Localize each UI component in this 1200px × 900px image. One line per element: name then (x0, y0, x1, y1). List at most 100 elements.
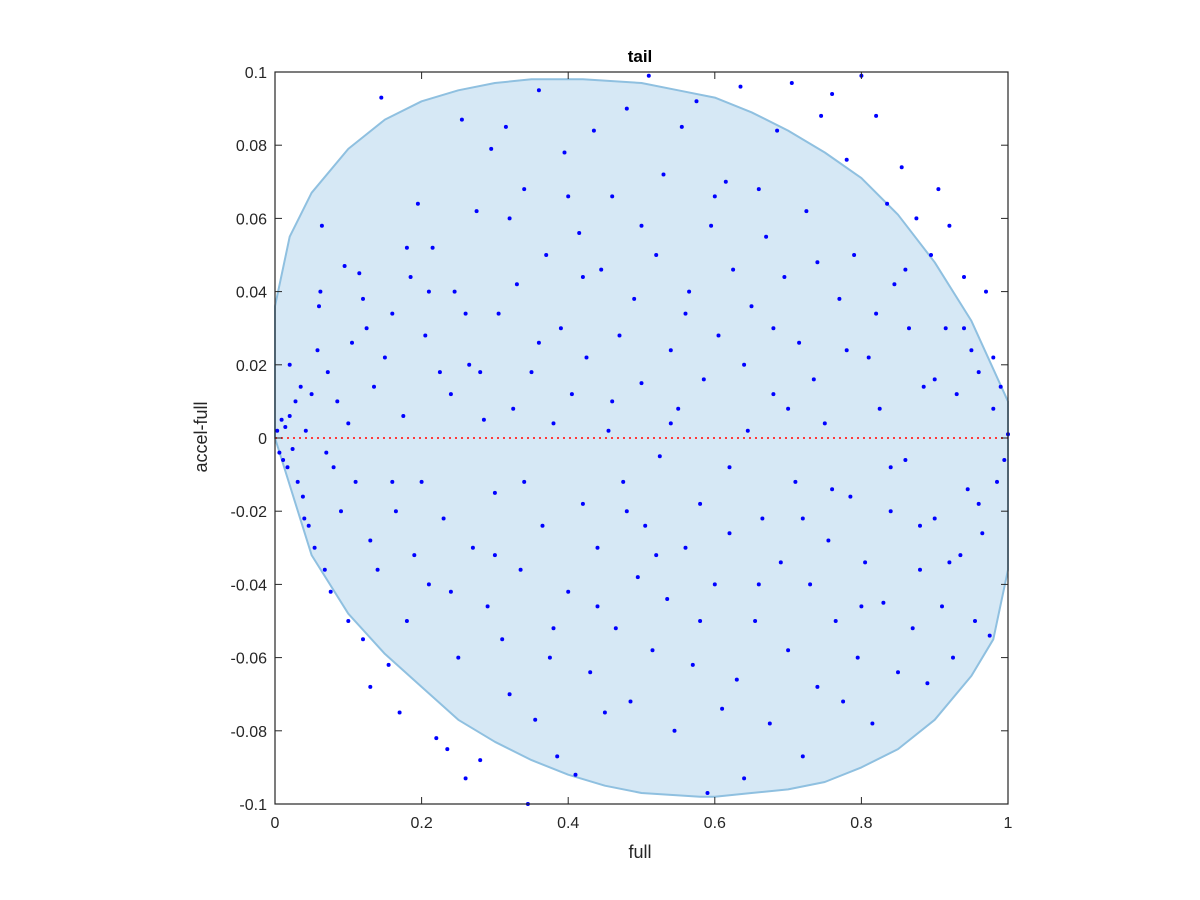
data-point (595, 604, 600, 609)
data-point (830, 487, 835, 492)
data-point (804, 209, 809, 214)
x-tick-label: 0.6 (704, 815, 726, 832)
data-point (315, 348, 320, 353)
data-point (793, 479, 798, 484)
data-point (969, 348, 974, 353)
data-point (511, 406, 516, 411)
data-point (580, 501, 585, 506)
data-point (808, 582, 813, 587)
y-tick-label: -0.1 (239, 797, 267, 814)
data-point (621, 479, 626, 484)
data-point (690, 662, 695, 667)
data-point (503, 124, 508, 129)
data-point (279, 417, 284, 422)
data-point (910, 626, 915, 631)
data-point (393, 509, 398, 514)
data-point (694, 99, 699, 104)
data-point (507, 692, 512, 697)
data-point (778, 560, 783, 565)
data-point (976, 370, 981, 375)
data-point (753, 619, 758, 623)
data-point (639, 381, 644, 386)
data-point (775, 128, 780, 133)
data-point (364, 326, 369, 331)
data-point (324, 450, 329, 455)
data-point (599, 267, 604, 272)
data-point (947, 223, 952, 228)
data-point (954, 392, 959, 397)
data-point (815, 684, 820, 689)
data-point (767, 721, 772, 726)
x-axis: 0 0.2 0.4 0.6 0.8 1 (271, 72, 1013, 832)
x-tick-label: 0.8 (850, 815, 872, 832)
data-point (448, 392, 453, 397)
data-point (606, 428, 611, 433)
data-point (665, 597, 670, 601)
data-point (650, 648, 655, 653)
data-point (654, 253, 659, 257)
data-point (976, 501, 981, 506)
data-point (624, 106, 629, 111)
data-point (918, 567, 922, 572)
data-point (727, 531, 732, 536)
data-point (848, 494, 853, 499)
data-point (331, 465, 336, 470)
data-point (317, 304, 321, 309)
data-point (529, 370, 534, 375)
data-point (797, 340, 802, 345)
data-point (379, 95, 384, 100)
data-point (580, 275, 585, 279)
data-point (573, 772, 578, 777)
data-point (914, 216, 919, 221)
data-point (756, 582, 761, 587)
data-point (426, 582, 431, 587)
data-point (837, 296, 842, 301)
data-point (492, 553, 497, 558)
data-point (1002, 458, 1007, 462)
data-point (855, 655, 860, 660)
data-point (921, 384, 926, 389)
data-point (830, 92, 835, 96)
data-point (885, 201, 890, 206)
y-tick-label: -0.04 (231, 577, 268, 594)
data-point (965, 487, 970, 492)
data-point (283, 425, 288, 429)
plot-area (274, 73, 1010, 806)
data-point (335, 399, 340, 404)
chart-title: tail (628, 47, 653, 66)
data-point (419, 479, 424, 484)
data-point (342, 264, 347, 268)
data-point (295, 479, 300, 484)
data-point (712, 582, 717, 587)
data-point (998, 384, 1003, 389)
data-point (819, 113, 824, 118)
data-point (932, 377, 937, 382)
data-point (306, 523, 311, 528)
data-point (610, 399, 615, 404)
data-point (866, 355, 871, 360)
data-point (470, 545, 475, 550)
data-point (918, 523, 922, 528)
data-point (903, 458, 908, 462)
data-point (639, 223, 644, 228)
data-point (610, 194, 615, 199)
data-point (293, 399, 298, 404)
data-point (322, 567, 327, 572)
x-tick-label: 1 (1004, 815, 1013, 832)
data-point (874, 113, 879, 118)
data-point (995, 479, 999, 484)
data-point (275, 428, 280, 433)
data-point (877, 406, 882, 411)
data-point (987, 633, 992, 638)
y-tick-label: 0.02 (236, 358, 267, 375)
data-point (441, 516, 446, 521)
data-point (888, 509, 893, 514)
data-point (456, 655, 461, 660)
data-point (309, 392, 314, 397)
data-point (984, 289, 988, 294)
data-point (591, 128, 596, 133)
data-point (951, 655, 955, 660)
data-point (445, 747, 450, 752)
data-point (632, 296, 637, 301)
data-point (907, 326, 911, 331)
